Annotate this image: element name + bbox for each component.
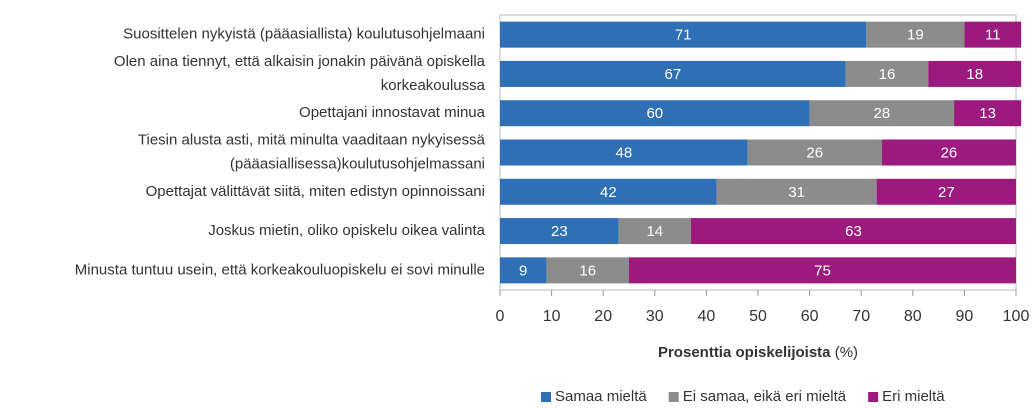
- y-tick-label: Opettajat välittävät siitä, miten edisty…: [146, 183, 485, 200]
- x-tick-label: 0: [496, 308, 505, 325]
- value-label: 26: [941, 144, 958, 161]
- x-tick-label: 90: [956, 308, 974, 325]
- legend-swatch: [541, 392, 551, 402]
- value-label: 67: [665, 66, 682, 83]
- y-tick-label-line: korkeakoulussa: [381, 77, 486, 94]
- value-label: 60: [646, 105, 663, 122]
- x-tick-label: 80: [904, 308, 922, 325]
- value-label: 9: [519, 262, 527, 279]
- x-tick-label: 40: [698, 308, 716, 325]
- value-label: 28: [873, 105, 890, 122]
- bar-segment: [954, 100, 1022, 127]
- y-tick-label: Joskus mietin, oliko opiskelu oikea vali…: [208, 222, 485, 239]
- x-axis-unit: (%): [835, 344, 858, 361]
- bar-segment: [500, 257, 547, 284]
- bar-segment: [845, 60, 929, 87]
- x-tick-label: 10: [543, 308, 561, 325]
- value-label: 11: [985, 27, 1001, 44]
- x-tick-label: 70: [852, 308, 870, 325]
- bar-segment: [716, 178, 877, 205]
- bar-segment: [629, 257, 1016, 284]
- x-tick-label: 60: [801, 308, 819, 325]
- x-tick-label: 20: [594, 308, 612, 325]
- value-label: 63: [845, 223, 862, 240]
- bar-segment: [690, 218, 1016, 245]
- value-label: 16: [879, 66, 896, 83]
- bar-segment: [964, 21, 1022, 48]
- legend-label: Samaa mieltä: [555, 388, 647, 405]
- bar-segment: [546, 257, 629, 284]
- value-label: 26: [806, 144, 823, 161]
- value-label: 48: [615, 144, 632, 161]
- x-axis-title: Prosenttia opiskelijoista (%): [658, 344, 858, 361]
- bar-segment: [500, 218, 619, 245]
- y-tick-label-line: Olen aina tiennyt, että alkaisin jonakin…: [114, 53, 486, 70]
- value-label: 19: [907, 27, 924, 44]
- y-tick-label: Minusta tuntuu usein, että korkeakouluop…: [75, 261, 485, 278]
- bar-segment: [618, 218, 691, 245]
- value-label: 31: [788, 184, 805, 201]
- bar-segment: [500, 60, 846, 87]
- x-axis-label: Prosenttia opiskelijoista: [658, 344, 831, 361]
- y-tick-label: Tiesin alusta asti, mitä minulta vaadita…: [138, 131, 486, 172]
- y-tick-label-line: (pääasiallisessa)koulutusohjelmassani: [230, 155, 485, 172]
- bar-segment: [500, 100, 810, 127]
- y-tick-label: Opettajani innostavat minua: [299, 104, 486, 121]
- bar-segment: [876, 178, 1016, 205]
- bar-segment: [747, 139, 882, 166]
- value-label: 16: [579, 262, 596, 279]
- value-label: 71: [675, 27, 692, 44]
- bar-segment: [809, 100, 955, 127]
- bar-segment: [928, 60, 1022, 87]
- bar-segment: [500, 139, 748, 166]
- value-label: 75: [814, 262, 831, 279]
- bar-segment: [500, 21, 867, 48]
- y-tick-label: Suosittelen nykyistä (pääasiallista) kou…: [123, 26, 485, 43]
- legend-swatch: [868, 392, 879, 402]
- bar-segment: [866, 21, 965, 48]
- value-label: 14: [646, 223, 663, 240]
- value-label: 23: [551, 223, 568, 240]
- legend-label: Eri mieltä: [882, 388, 945, 405]
- legend-swatch: [668, 392, 679, 402]
- bar-segment: [500, 178, 717, 205]
- y-tick-label-line: Tiesin alusta asti, mitä minulta vaadita…: [138, 131, 486, 148]
- bar-segment: [881, 139, 1016, 166]
- x-tick-label: 100: [1003, 308, 1030, 325]
- x-tick-label: 30: [646, 308, 664, 325]
- legend-label: Ei samaa, eikä eri mieltä: [683, 388, 847, 405]
- y-tick-label: Olen aina tiennyt, että alkaisin jonakin…: [114, 53, 486, 94]
- x-tick-label: 50: [749, 308, 767, 325]
- value-label: 42: [600, 184, 617, 201]
- value-label: 18: [966, 66, 983, 83]
- value-label: 13: [979, 105, 996, 122]
- value-label: 27: [938, 184, 955, 201]
